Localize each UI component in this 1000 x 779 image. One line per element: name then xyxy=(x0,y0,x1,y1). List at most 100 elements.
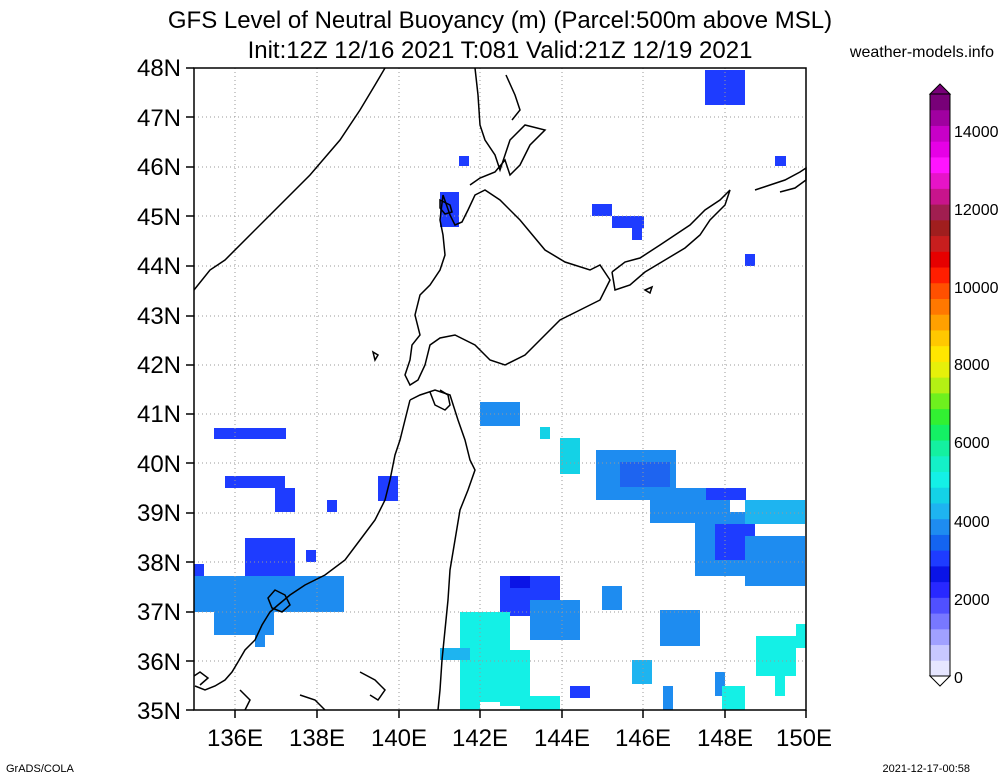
lon-label: 146E xyxy=(615,725,671,752)
patch xyxy=(592,204,612,216)
lon-label: 144E xyxy=(534,725,590,752)
patch xyxy=(275,488,295,512)
patch xyxy=(715,672,725,696)
patch xyxy=(706,488,746,500)
colorbar-segment xyxy=(930,267,950,284)
colorbar-segment xyxy=(930,141,950,158)
lat-label: 36N xyxy=(137,649,181,676)
colorbar-segment xyxy=(930,298,950,315)
colorbar-frame xyxy=(929,93,951,677)
map-frame xyxy=(193,67,807,711)
lat-label: 38N xyxy=(137,550,181,577)
patch xyxy=(796,624,806,648)
footer-right: 2021-12-17-00:58 xyxy=(882,763,970,775)
colorbar-segment xyxy=(930,628,950,646)
patch xyxy=(214,428,286,439)
colorbar-segment xyxy=(930,613,950,630)
colorbar-segment xyxy=(930,125,950,142)
colorbar-segment xyxy=(930,282,950,299)
lat-label: 48N xyxy=(137,55,181,82)
colorbar-segment xyxy=(930,502,950,520)
colorbar-segment xyxy=(930,550,950,567)
colorbar-segment xyxy=(930,188,950,205)
patch xyxy=(602,586,622,610)
colorbar-segment xyxy=(930,440,950,457)
colorbar-segment xyxy=(930,392,950,410)
patch xyxy=(214,600,274,635)
patch xyxy=(440,648,470,660)
patch xyxy=(660,610,700,646)
field-patches xyxy=(194,70,806,710)
patch xyxy=(460,696,480,710)
patch xyxy=(632,228,642,240)
lon-label: 136E xyxy=(207,725,263,752)
patch xyxy=(510,576,530,588)
colorbar-segment xyxy=(930,219,950,237)
colorbar-segment xyxy=(930,455,950,473)
colorbar-segment xyxy=(930,597,950,614)
lat-label: 44N xyxy=(137,253,181,280)
lat-label: 46N xyxy=(137,154,181,181)
lat-label: 37N xyxy=(137,599,181,626)
colorbar-segment xyxy=(930,644,950,661)
lat-label: 41N xyxy=(137,401,181,428)
footer-left: GrADS/COLA xyxy=(6,763,74,775)
lat-label: 40N xyxy=(137,451,181,478)
colorbar-labels: 14000 12000 10000 8000 6000 4000 2000 0 xyxy=(954,124,999,687)
patch xyxy=(775,156,786,166)
patch xyxy=(612,216,644,228)
patch xyxy=(722,686,745,710)
lat-label: 47N xyxy=(137,105,181,132)
colorbar-segment xyxy=(930,487,950,504)
colorbar-segment xyxy=(930,235,950,252)
patch xyxy=(459,156,469,166)
patch xyxy=(540,427,550,439)
colorbar-segment xyxy=(930,329,950,347)
lon-label: 150E xyxy=(776,725,832,752)
coastlines xyxy=(193,67,807,711)
patch xyxy=(530,600,580,640)
patch xyxy=(663,686,673,710)
patch xyxy=(306,550,316,562)
patch xyxy=(225,476,285,488)
colorbar-segment xyxy=(930,314,950,331)
colorbar-segment xyxy=(930,361,950,378)
colorbar-bottom-arrow xyxy=(928,675,952,687)
colorbar-segment xyxy=(930,518,950,535)
lon-label: 138E xyxy=(289,725,345,752)
lat-axis: 48N 47N 46N 45N 44N 43N 42N 41N 40N 39N … xyxy=(137,55,181,725)
colorbar-segment xyxy=(930,408,950,425)
patch xyxy=(255,635,265,647)
patch xyxy=(705,70,745,105)
colorbar-label: 6000 xyxy=(954,435,990,452)
colorbar-segment xyxy=(930,377,950,394)
patch xyxy=(560,438,580,474)
lat-label: 43N xyxy=(137,303,181,330)
patch xyxy=(745,500,805,524)
colorbar-segment xyxy=(930,534,950,551)
colorbar-segment xyxy=(930,581,950,598)
colorbar-segment xyxy=(930,565,950,583)
colorbar xyxy=(928,83,952,687)
patch xyxy=(756,636,796,676)
lon-axis: 136E 138E 140E 142E 144E 146E 148E 150E xyxy=(207,725,832,752)
patch xyxy=(745,254,755,266)
lat-label: 42N xyxy=(137,352,181,379)
patch xyxy=(745,536,805,586)
colorbar-segment xyxy=(930,660,950,677)
colorbar-label: 0 xyxy=(954,670,963,687)
lat-label: 45N xyxy=(137,204,181,231)
patch xyxy=(194,564,204,576)
colorbar-segment xyxy=(930,109,950,126)
patch xyxy=(245,538,295,578)
patch xyxy=(520,696,560,710)
lon-label: 142E xyxy=(452,725,508,752)
lat-ticks xyxy=(186,67,807,718)
patch xyxy=(620,462,670,487)
colorbar-top-arrow xyxy=(928,83,952,95)
lat-label: 39N xyxy=(137,500,181,527)
colorbar-segment xyxy=(930,204,950,221)
colorbar-segment xyxy=(930,345,950,362)
colorbar-segment xyxy=(930,94,950,111)
